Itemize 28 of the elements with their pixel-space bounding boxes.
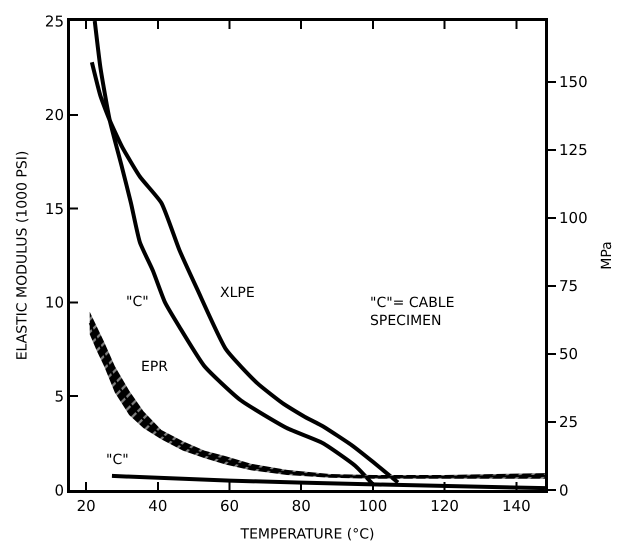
y-tick-label: 15 <box>44 200 64 218</box>
y-tick-label: 0 <box>54 481 64 500</box>
x-tick-label: 140 <box>502 497 531 515</box>
y2-tick-label: 125 <box>559 141 588 160</box>
x-tick-label: 100 <box>358 497 388 515</box>
x-tick-label: 80 <box>292 497 311 515</box>
series-label: EPR <box>141 359 168 375</box>
y-tick-label: 5 <box>54 387 64 406</box>
y2-tick-label: 0 <box>559 481 569 500</box>
series-label: "C" <box>106 452 129 468</box>
y2-tick-label: 150 <box>559 73 588 92</box>
y2-tick-label: 25 <box>559 413 578 432</box>
series-label: "C" <box>126 294 149 310</box>
y2-tick-label: 75 <box>559 277 578 296</box>
x-tick-label: 40 <box>148 497 168 515</box>
annotation: "C"= CABLE SPECIMEN <box>370 295 454 330</box>
y2-tick-label: 50 <box>559 345 578 364</box>
series-label: XLPE <box>220 285 255 301</box>
x-tick-label: 120 <box>430 497 459 515</box>
x-tick-label: 20 <box>76 497 96 515</box>
y-tick-label: 10 <box>44 294 64 312</box>
y2-tick-label: 100 <box>559 209 588 228</box>
y-tick-label: 20 <box>44 106 64 124</box>
x-tick-label: 60 <box>220 497 240 515</box>
y2-axis-title: MPa <box>598 241 615 270</box>
y-axis-title: ELASTIC MODULUS (1000 PSI) <box>14 150 31 360</box>
y-tick-label: 25 <box>44 12 64 30</box>
x-axis-title: TEMPERATURE (°C) <box>240 526 374 542</box>
